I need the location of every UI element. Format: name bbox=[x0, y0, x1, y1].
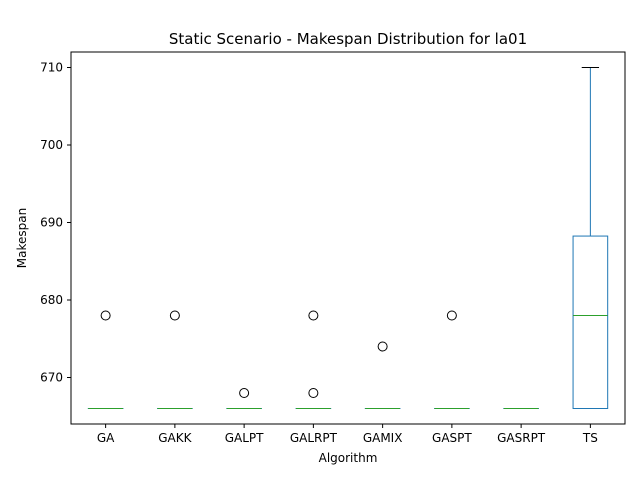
outlier-point bbox=[446, 310, 457, 321]
x-tick-label: GALRPT bbox=[290, 431, 338, 445]
outlier-point bbox=[377, 341, 388, 352]
x-tick-label: GA bbox=[97, 431, 115, 445]
x-tick-label: GASRPT bbox=[497, 431, 546, 445]
plot-area: 670 680 690 700 710 GA GAKK GALPT GALRPT GAMIX GAS… bbox=[40, 51, 626, 445]
y-tick-label: 700 bbox=[40, 138, 63, 152]
x-tick-label: GASPT bbox=[432, 431, 472, 445]
outlier-point bbox=[169, 310, 180, 321]
outlier-point bbox=[100, 310, 111, 321]
x-tick-label: GAKK bbox=[158, 431, 192, 445]
outlier-point bbox=[239, 388, 250, 398]
y-tick-label: 670 bbox=[40, 371, 63, 385]
y-tick-label: 680 bbox=[40, 293, 63, 307]
y-tick-label: 690 bbox=[40, 216, 63, 230]
x-tick-label: TS bbox=[582, 431, 598, 445]
y-tick-label: 710 bbox=[40, 61, 63, 75]
chart-title: Static Scenario - Makespan Distribution … bbox=[169, 30, 527, 48]
outlier-point bbox=[308, 310, 319, 321]
outlier-point bbox=[308, 388, 319, 398]
y-axis-label: Makespan bbox=[15, 208, 29, 268]
box-body bbox=[572, 235, 609, 409]
axes-frame bbox=[70, 51, 626, 425]
x-axis-label: Algorithm bbox=[319, 451, 378, 465]
x-tick-label: GALPT bbox=[225, 431, 264, 445]
x-tick-label: GAMIX bbox=[363, 431, 403, 445]
